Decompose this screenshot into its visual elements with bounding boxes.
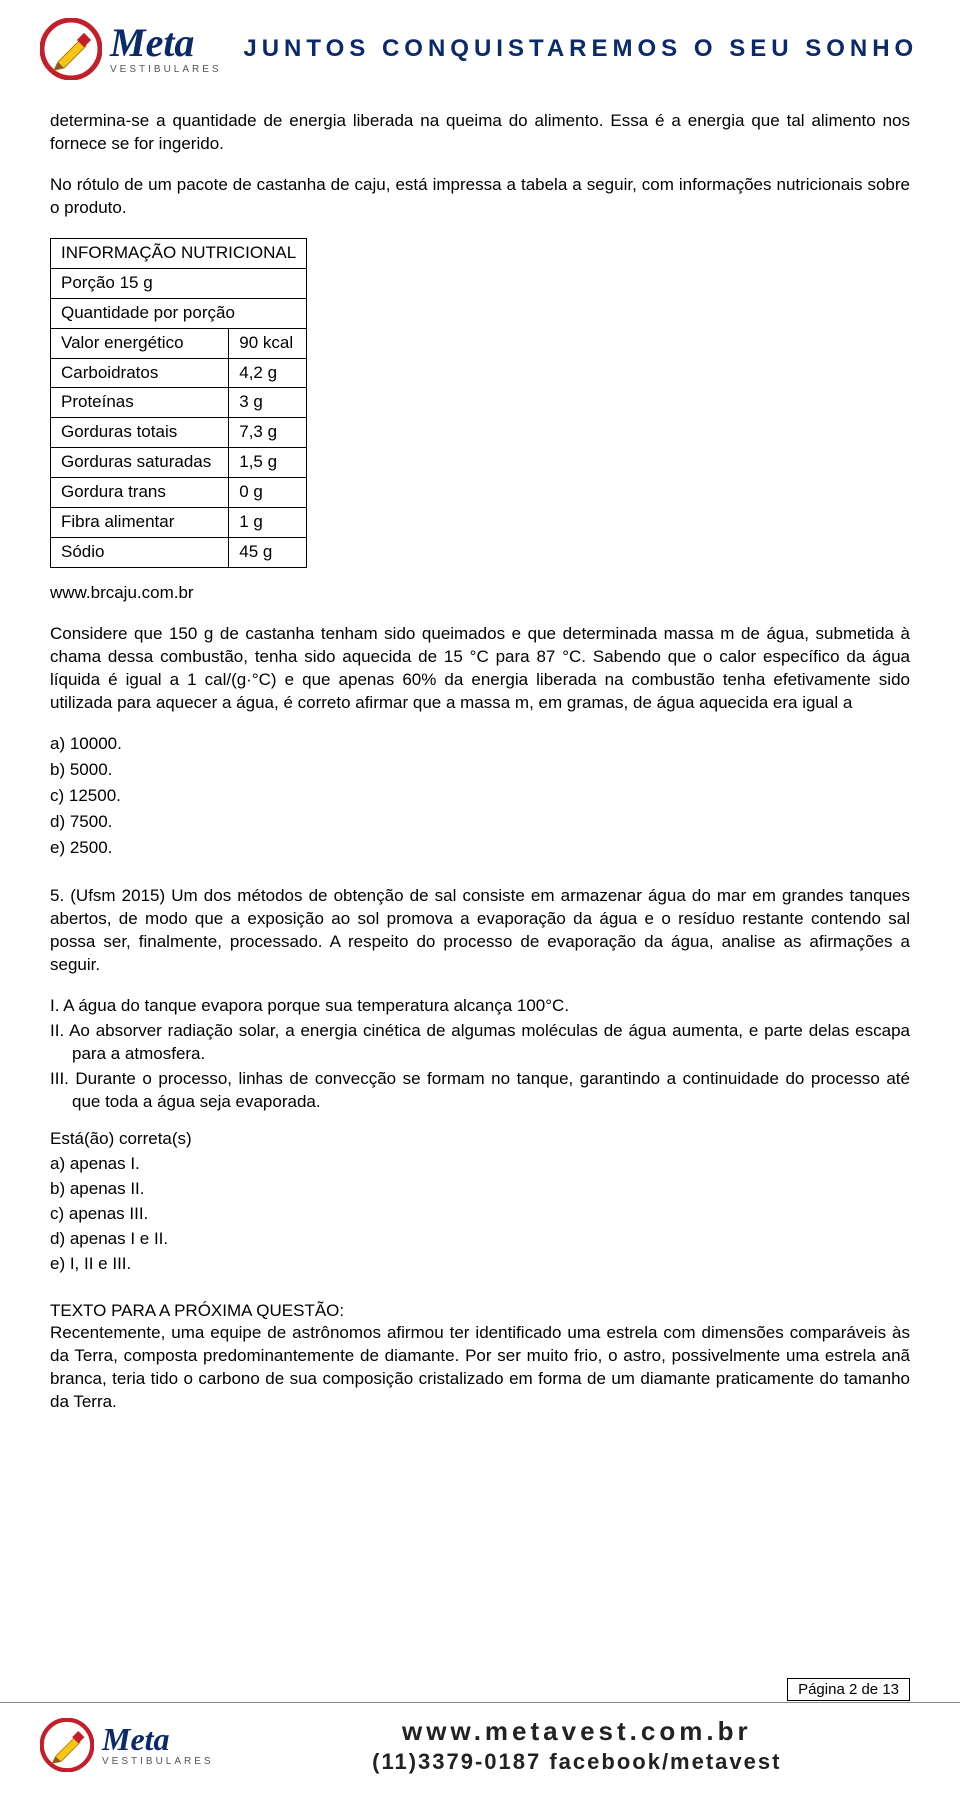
pencil-logo-icon	[40, 1718, 94, 1772]
option-a: a) 10000.	[50, 733, 910, 756]
footer-text: www.metavest.com.br (11)3379-0187 facebo…	[234, 1715, 920, 1775]
q5-lead: 5. (Ufsm 2015) Um dos métodos de obtençã…	[50, 885, 910, 977]
footer-brand-sub: VESTIBULARES	[102, 1757, 214, 1767]
table-row: Fibra alimentar1 g	[51, 508, 307, 538]
table-title-2: Porção 15 g	[51, 268, 307, 298]
table-row: Gorduras saturadas1,5 g	[51, 448, 307, 478]
q5-options: Está(ão) correta(s) a) apenas I. b) apen…	[50, 1128, 910, 1276]
pencil-logo-icon	[40, 18, 102, 80]
footer-brand: Meta	[102, 1723, 214, 1755]
table-row: Carboidratos4,2 g	[51, 358, 307, 388]
option-e: e) I, II e III.	[50, 1253, 910, 1276]
brand-sub: VESTIBULARES	[110, 65, 222, 75]
table-row: Gorduras totais7,3 g	[51, 418, 307, 448]
footer: Meta VESTIBULARES www.metavest.com.br (1…	[0, 1702, 960, 1793]
footer-contact: (11)3379-0187 facebook/metavest	[234, 1748, 920, 1776]
statement-1: I. A água do tanque evapora porque sua t…	[50, 995, 910, 1018]
option-e: e) 2500.	[50, 837, 910, 860]
option-b: b) 5000.	[50, 759, 910, 782]
intro-para-1: determina-se a quantidade de energia lib…	[50, 110, 910, 156]
intro-para-2: No rótulo de um pacote de castanha de ca…	[50, 174, 910, 220]
next-title: TEXTO PARA A PRÓXIMA QUESTÃO:	[50, 1300, 910, 1323]
slogan: JUNTOS CONQUISTAREMOS O SEU SONHO	[242, 35, 920, 63]
option-a: a) apenas I.	[50, 1153, 910, 1176]
statement-2: II. Ao absorver radiação solar, a energi…	[50, 1020, 910, 1066]
table-row: Gordura trans0 g	[51, 478, 307, 508]
header: Meta VESTIBULARES JUNTOS CONQUISTAREMOS …	[0, 0, 960, 90]
footer-url: www.metavest.com.br	[234, 1715, 920, 1748]
next-question-block: TEXTO PARA A PRÓXIMA QUESTÃO: Recentemen…	[50, 1300, 910, 1415]
q5-statements: I. A água do tanque evapora porque sua t…	[50, 995, 910, 1114]
nutrition-table: INFORMAÇÃO NUTRICIONAL Porção 15 g Quant…	[50, 238, 307, 568]
statement-3: III. Durante o processo, linhas de conve…	[50, 1068, 910, 1114]
option-c: c) 12500.	[50, 785, 910, 808]
option-b: b) apenas II.	[50, 1178, 910, 1201]
option-d: d) apenas I e II.	[50, 1228, 910, 1251]
footer-logo: Meta VESTIBULARES	[40, 1718, 214, 1772]
q5-ask: Está(ão) correta(s)	[50, 1128, 910, 1151]
logo: Meta VESTIBULARES	[40, 18, 222, 80]
table-title-1: INFORMAÇÃO NUTRICIONAL	[51, 238, 307, 268]
document-body: determina-se a quantidade de energia lib…	[0, 90, 960, 1534]
next-body: Recentemente, uma equipe de astrônomos a…	[50, 1322, 910, 1414]
q4-body: Considere que 150 g de castanha tenham s…	[50, 623, 910, 715]
table-title-3: Quantidade por porção	[51, 298, 307, 328]
option-c: c) apenas III.	[50, 1203, 910, 1226]
table-row: Proteínas3 g	[51, 388, 307, 418]
brand-name: Meta	[110, 23, 222, 63]
table-row: Valor energético90 kcal	[51, 328, 307, 358]
option-d: d) 7500.	[50, 811, 910, 834]
q4-options: a) 10000. b) 5000. c) 12500. d) 7500. e)…	[50, 733, 910, 860]
table-source: www.brcaju.com.br	[50, 582, 910, 605]
page-number: Página 2 de 13	[787, 1678, 910, 1701]
table-row: Sódio45 g	[51, 538, 307, 568]
